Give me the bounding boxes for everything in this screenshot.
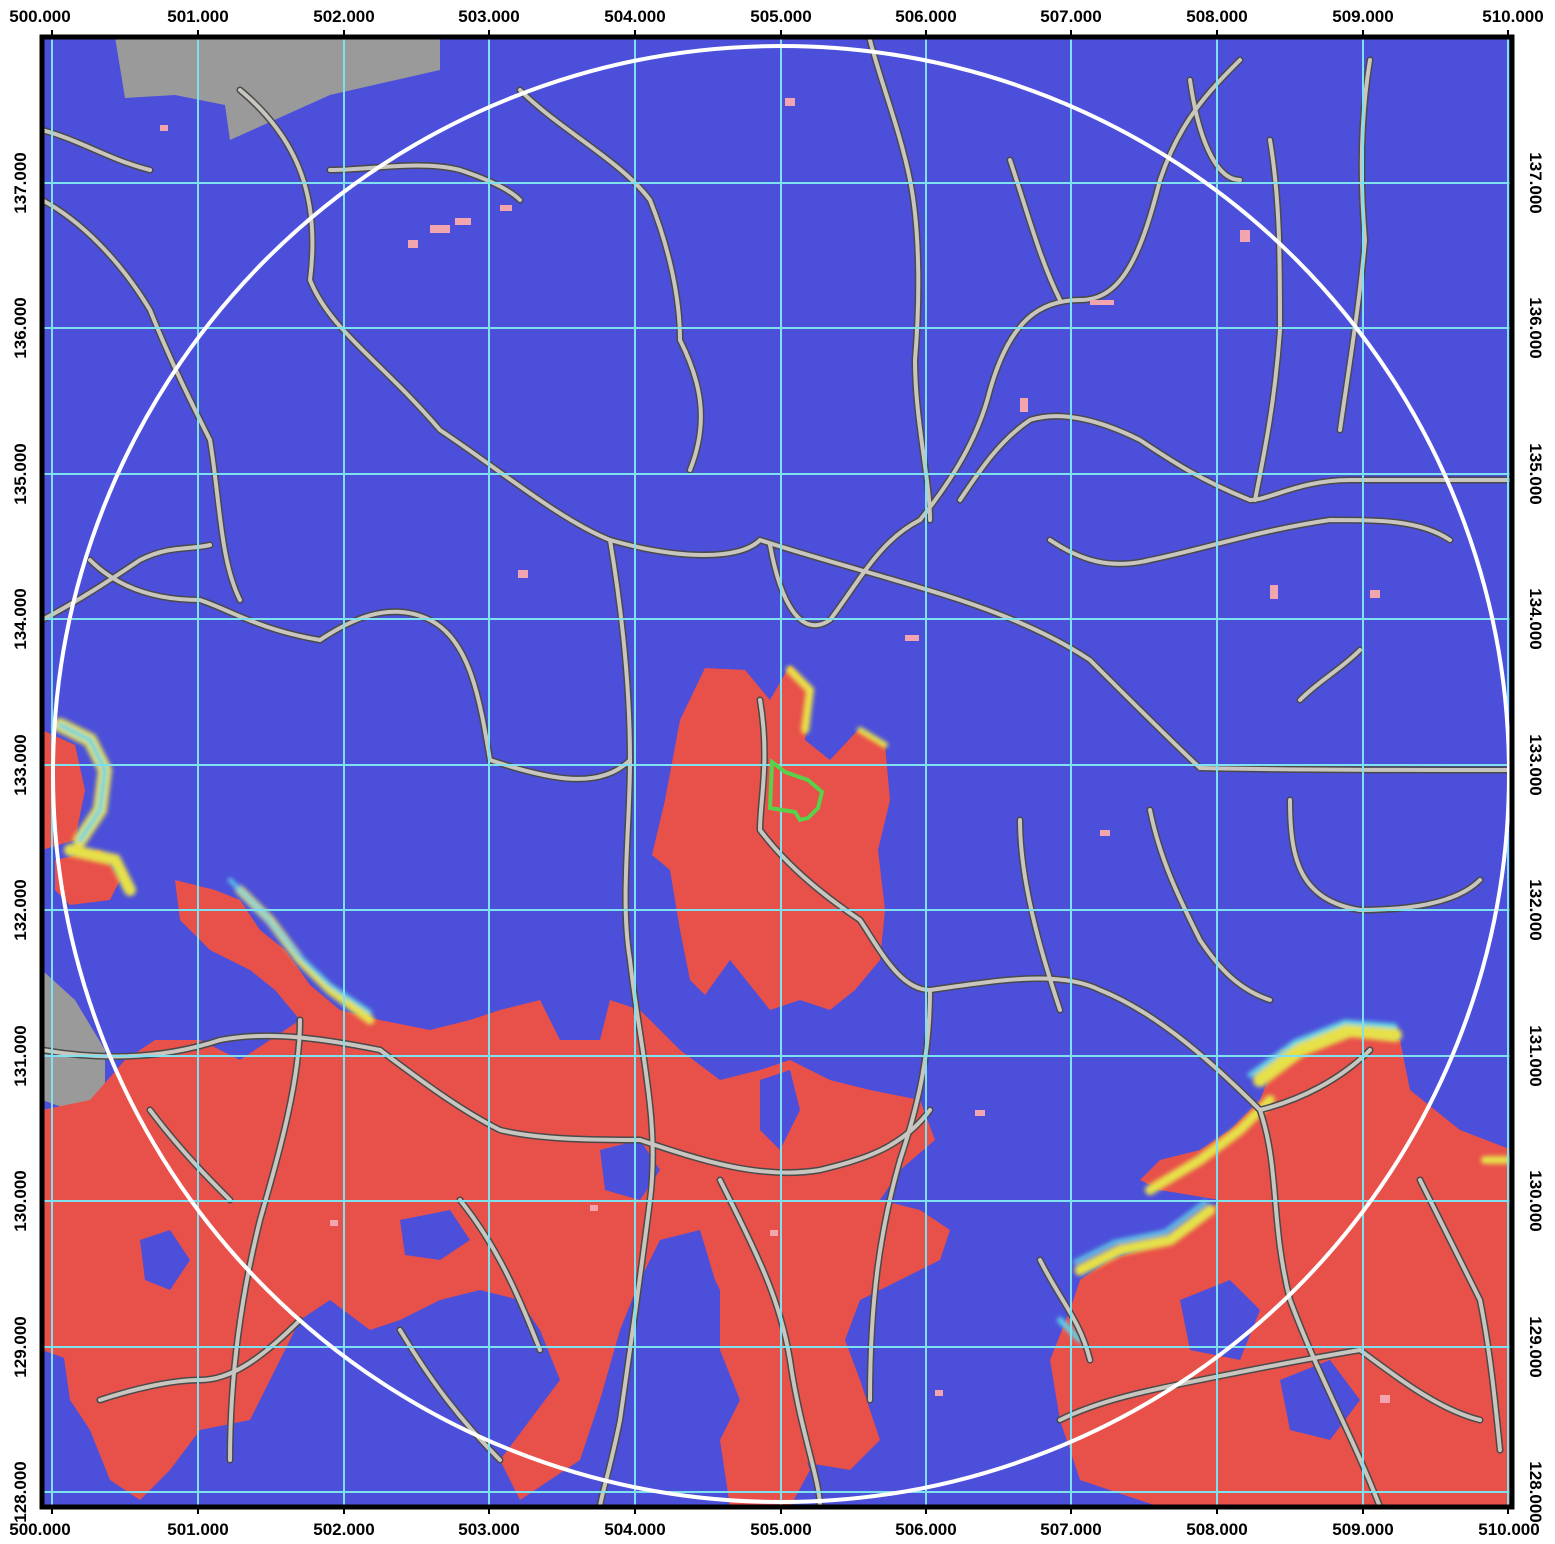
x-tick-label: 500.000	[9, 1520, 70, 1539]
y-tick-label: 130.000	[1526, 1170, 1545, 1231]
viewshed-radius-circle	[51, 44, 1511, 1504]
x-tick-label: 510.000	[1478, 1520, 1539, 1539]
y-tick-label: 135.000	[11, 443, 30, 504]
y-tick-label: 131.000	[11, 1025, 30, 1086]
no-data-areas	[42, 37, 440, 1110]
y-tick-label: 132.000	[11, 879, 30, 940]
y-tick-label: 132.000	[1526, 879, 1545, 940]
x-tick-label: 503.000	[458, 1520, 519, 1539]
x-tick-label: 501.000	[167, 1520, 228, 1539]
x-tick-label: 507.000	[1040, 1520, 1101, 1539]
y-tick-label: 129.000	[11, 1316, 30, 1377]
x-tick-label: 506.000	[895, 7, 956, 26]
x-tick-label: 507.000	[1040, 7, 1101, 26]
y-tick-label: 131.000	[1526, 1025, 1545, 1086]
y-tick-label: 134.000	[11, 588, 30, 649]
x-tick-label: 500.000	[9, 7, 70, 26]
x-tick-label: 505.000	[750, 7, 811, 26]
y-tick-label: 136.000	[11, 297, 30, 358]
y-tick-label: 137.000	[1526, 152, 1545, 213]
y-tick-label: 136.000	[1526, 297, 1545, 358]
y-tick-label: 137.000	[11, 152, 30, 213]
x-tick-label: 505.000	[750, 1520, 811, 1539]
y-tick-label: 130.000	[11, 1170, 30, 1231]
y-tick-label: 129.000	[1526, 1316, 1545, 1377]
y-tick-label: 128.000	[1526, 1461, 1545, 1522]
x-tick-label: 506.000	[895, 1520, 956, 1539]
site-outline	[767, 758, 825, 823]
coordinate-grid	[42, 37, 1512, 1507]
y-axis-labels-left: 137.000 136.000 135.000 134.000 133.000 …	[11, 152, 30, 1522]
x-axis-labels-top: 500.000 501.000 502.000 503.000 504.000 …	[9, 7, 1543, 26]
tick-marks	[51, 30, 1509, 1514]
x-tick-label: 504.000	[604, 7, 665, 26]
map-frame	[39, 34, 1515, 1510]
y-tick-label: 133.000	[11, 734, 30, 795]
y-axis-labels-right: 137.000 136.000 135.000 134.000 133.000 …	[1526, 152, 1545, 1522]
y-tick-label: 128.000	[11, 1461, 30, 1522]
x-axis-labels-bottom: 500.000 501.000 502.000 503.000 504.000 …	[9, 1520, 1539, 1539]
x-tick-label: 504.000	[604, 1520, 665, 1539]
x-tick-label: 509.000	[1332, 1520, 1393, 1539]
x-tick-label: 502.000	[313, 1520, 374, 1539]
x-tick-label: 501.000	[167, 7, 228, 26]
x-tick-label: 508.000	[1186, 1520, 1247, 1539]
buildings	[160, 98, 1512, 1403]
x-tick-label: 503.000	[458, 7, 519, 26]
y-tick-label: 134.000	[1526, 588, 1545, 649]
x-tick-label: 510.000	[1482, 7, 1543, 26]
y-tick-label: 135.000	[1526, 443, 1545, 504]
x-tick-label: 508.000	[1186, 7, 1247, 26]
x-tick-label: 502.000	[313, 7, 374, 26]
x-tick-label: 509.000	[1332, 7, 1393, 26]
y-tick-label: 133.000	[1526, 734, 1545, 795]
